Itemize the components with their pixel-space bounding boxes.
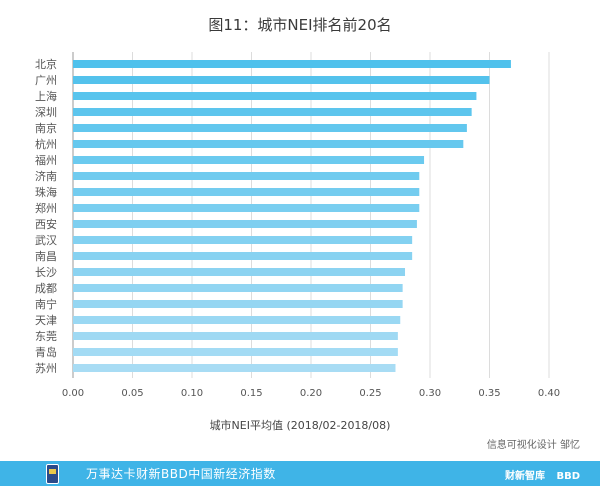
chart-title: 图11：城市NEI排名前20名 — [208, 16, 392, 34]
footer-bar: 万事达卡财新BBD中国新经济指数 财新智库 BBD — [0, 461, 600, 486]
category-label: 北京 — [35, 57, 57, 71]
bar — [73, 300, 403, 308]
bar — [73, 348, 398, 356]
category-label: 南昌 — [35, 250, 57, 263]
x-tick-label: 0.30 — [419, 388, 441, 399]
category-label: 济南 — [35, 169, 57, 183]
bar — [73, 156, 425, 164]
category-label: 苏州 — [35, 362, 57, 375]
x-tick-label: 0.35 — [478, 388, 500, 399]
bar — [73, 172, 420, 180]
category-label: 广州 — [35, 74, 57, 87]
x-tick-label: 0.05 — [121, 388, 143, 399]
bar — [73, 188, 420, 196]
bar — [73, 252, 413, 260]
bar — [73, 316, 401, 324]
category-label: 长沙 — [35, 266, 57, 279]
x-tick-label: 0.00 — [62, 388, 84, 399]
design-credit: 信息可视化设计 邹忆 — [486, 440, 580, 451]
x-tick-label: 0.20 — [300, 388, 322, 399]
card-icon — [46, 464, 59, 484]
category-label: 深圳 — [35, 106, 57, 119]
bar — [73, 140, 464, 148]
bar — [73, 124, 467, 132]
x-tick-label: 0.10 — [181, 388, 203, 399]
category-label: 青岛 — [35, 345, 57, 359]
bar — [73, 60, 511, 68]
bbd-logo: BBD — [556, 471, 580, 482]
bar — [73, 220, 417, 228]
category-label: 南京 — [35, 121, 57, 135]
footer-logos: 财新智库 BBD — [497, 467, 580, 482]
x-tick-label: 0.15 — [240, 388, 262, 399]
bar — [73, 332, 398, 340]
bar — [73, 108, 472, 116]
category-label: 杭州 — [35, 137, 57, 151]
bar — [73, 76, 490, 84]
x-tick-label: 0.25 — [359, 388, 381, 399]
bar-chart: 0.00 0.05 0.10 0.15 0.20 0.25 0.30 0.35 0.40 北京广州… — [35, 52, 560, 399]
x-tick-label: 0.40 — [538, 388, 560, 399]
category-label: 珠海 — [35, 185, 57, 199]
category-label: 成都 — [35, 282, 57, 295]
bar — [73, 92, 477, 100]
category-label: 南宁 — [35, 297, 57, 311]
category-label: 武汉 — [35, 234, 57, 247]
bar — [73, 364, 396, 372]
category-label: 上海 — [35, 89, 57, 103]
category-label: 郑州 — [35, 201, 57, 215]
category-label: 东莞 — [35, 330, 57, 343]
bar — [73, 204, 420, 212]
caixin-logo: 财新智库 — [504, 471, 545, 482]
bar — [73, 284, 403, 292]
bar — [73, 268, 406, 276]
bar — [73, 236, 413, 244]
category-label: 西安 — [35, 217, 57, 231]
category-label: 福州 — [35, 153, 57, 167]
category-label: 天津 — [35, 314, 57, 327]
footer-title: 万事达卡财新BBD中国新经济指数 — [86, 467, 276, 481]
x-axis-label: 城市NEI平均值 (2018/02-2018/08) — [209, 419, 391, 432]
